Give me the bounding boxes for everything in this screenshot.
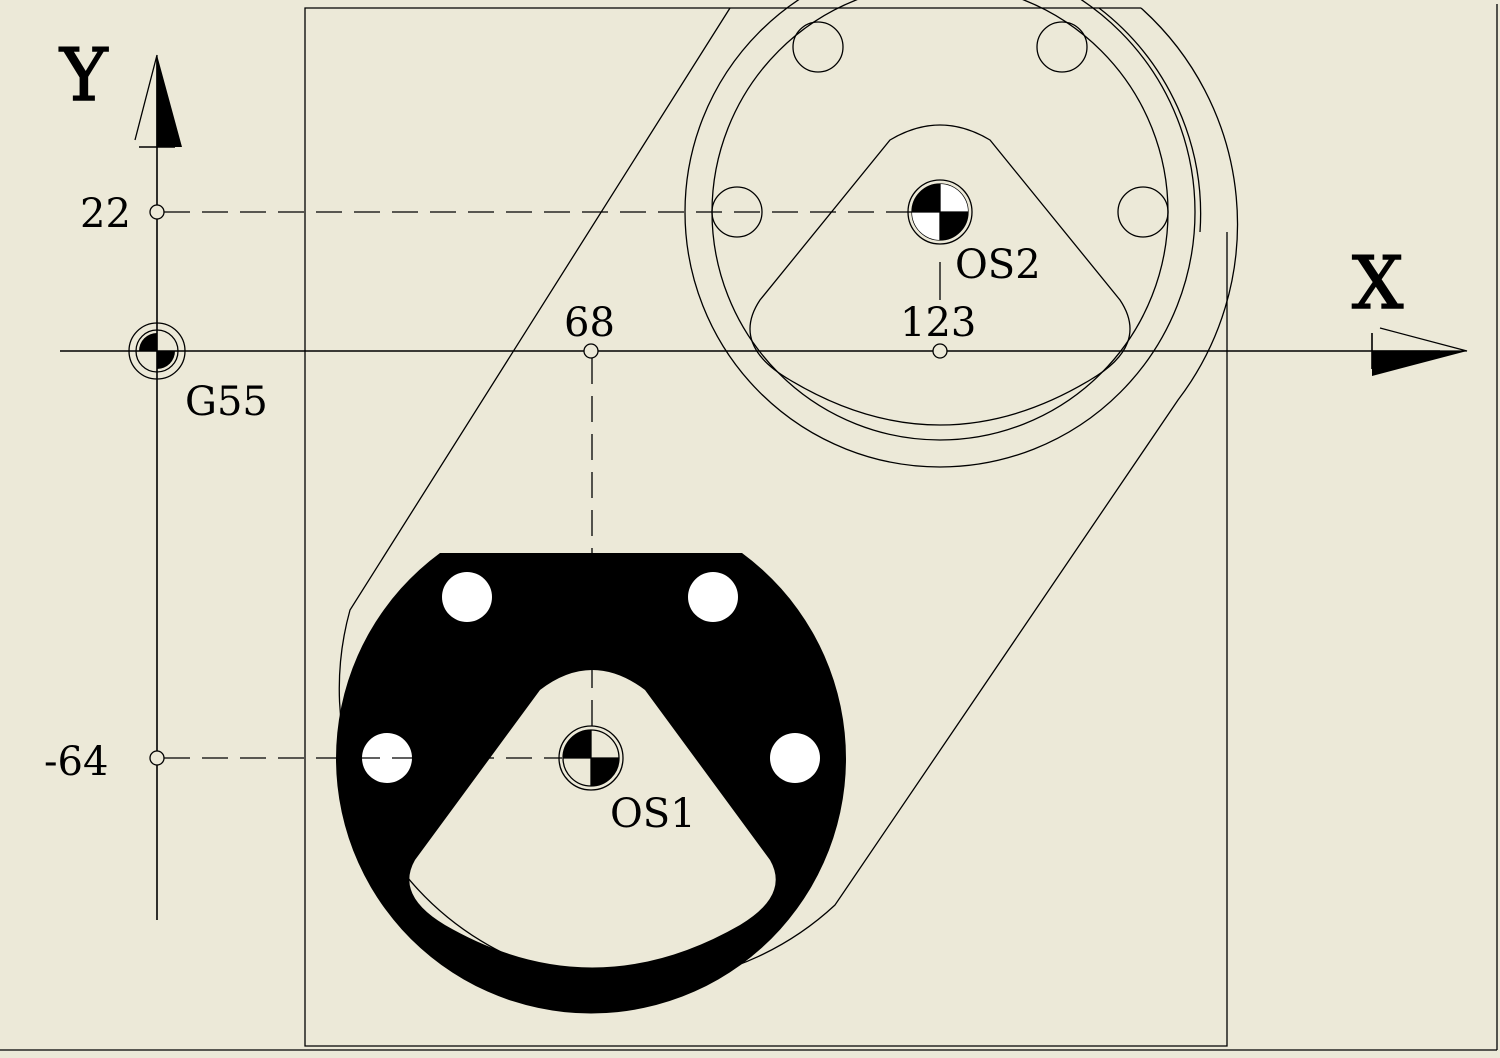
tick-label-x123: 123 [900,300,976,346]
os2-label: OS2 [955,242,1041,288]
y-axis-arrowhead [157,55,182,147]
os2-offset-symbol-icon [907,179,973,245]
part1-hole-right [770,733,820,783]
tick-label-y-64: -64 [44,739,108,785]
part1-hole-top-left [442,572,492,622]
part2-triangular-pocket [749,124,1131,426]
part1-hole-top-right [688,572,738,622]
x-axis-arrowhead-outline [1372,327,1468,352]
y-axis-label: Y [59,33,109,117]
part1-solid-body [336,553,847,1014]
os1-label: OS1 [610,791,696,837]
g55-label: G55 [185,379,268,425]
part2-hole-top-right [1036,21,1088,73]
g55-origin-symbol-icon [128,322,186,380]
x-axis-label: X [1352,241,1403,325]
tick-marker-x123 [932,343,948,359]
outer-contour-inner-band [1098,7,1202,233]
part2-hole-top-left [792,21,844,73]
tick-marker-y-64 [149,750,165,766]
tick-marker-y22 [149,204,165,220]
tick-label-x68: 68 [564,300,615,346]
y-axis-arrowhead-outline [134,54,158,147]
tick-marker-x68 [583,343,599,359]
part1-hole-left [362,733,412,783]
part2-hole-right [1117,186,1169,238]
x-axis-arrowhead [1372,351,1467,376]
part2-outer-circle [684,0,1196,468]
fixture-plate-outline [304,7,1228,1047]
os1-offset-symbol-icon [558,725,624,791]
tick-label-y22: 22 [80,191,131,237]
